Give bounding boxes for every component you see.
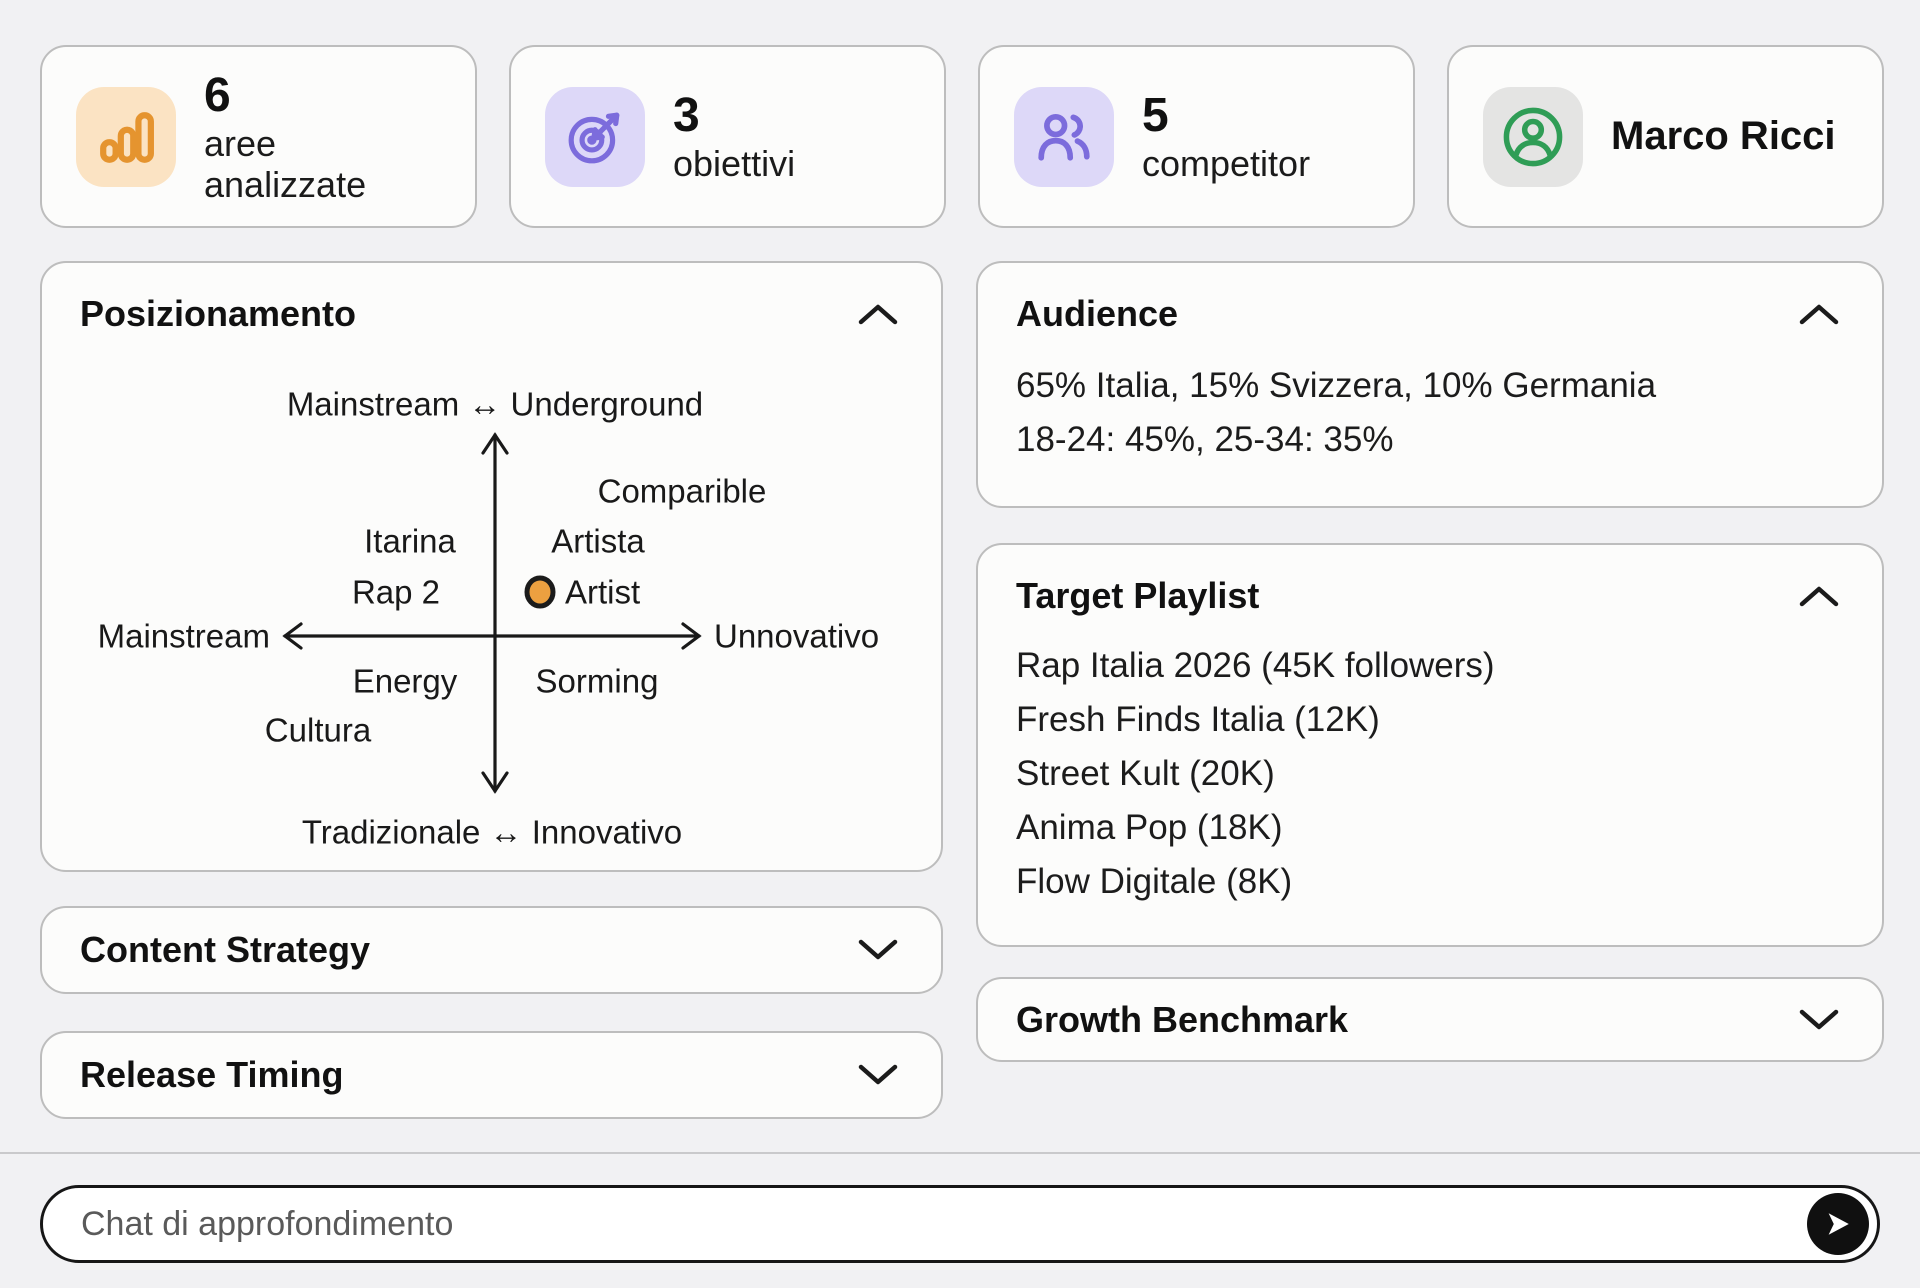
release-timing-header[interactable]: Release Timing	[42, 1033, 941, 1117]
stat-label: obiettivi	[673, 143, 796, 185]
card-title: Content Strategy	[80, 929, 371, 970]
chevron-up-icon[interactable]	[857, 302, 899, 326]
stat-row: 6 aree analizzate 3 obiettivi	[40, 45, 1884, 228]
send-icon	[1828, 1213, 1849, 1235]
stat-card-artist-name: Marco Ricci	[1447, 45, 1884, 228]
playlist-item: Rap Italia 2026 (45K followers)	[1016, 646, 1495, 685]
stat-label: competitor	[1142, 143, 1311, 185]
chevron-up-icon[interactable]	[1798, 584, 1840, 608]
target-playlist-card: Target Playlist Rap Italia 2026 (45K fol…	[976, 543, 1884, 947]
audience-card: Audience 65% Italia, 15% Svizzera, 10% G…	[976, 261, 1884, 508]
audience-demo-line: 18-24: 45%, 25-34: 35%	[1016, 420, 1394, 459]
svg-text:Rap 2: Rap 2	[352, 574, 440, 611]
chevron-down-icon[interactable]	[857, 938, 899, 962]
artist-data-point	[524, 575, 556, 609]
artist-point-label: Artist	[565, 574, 640, 611]
svg-text:Unnovativo: Unnovativo	[714, 618, 879, 655]
release-timing-card: Release Timing	[40, 1031, 943, 1119]
playlist-item: Anima Pop (18K)	[1016, 808, 1283, 847]
stat-card-competitor: 5 competitor	[978, 45, 1415, 228]
positioning-card-header[interactable]: Posizionamento	[42, 263, 941, 335]
positioning-quadrant-chart: Mainstream ↔ Underground Tradizionale ↔ …	[98, 386, 880, 851]
card-title: Audience	[1016, 293, 1179, 334]
svg-text:Sorming: Sorming	[536, 663, 659, 700]
section-divider	[0, 1152, 1920, 1154]
svg-text:Mainstream ↔ Underground: Mainstream ↔ Underground	[287, 386, 703, 423]
card-title: Target Playlist	[1016, 575, 1260, 616]
stat-card-obiettivi: 3 obiettivi	[509, 45, 946, 228]
svg-text:Itarina: Itarina	[364, 523, 456, 560]
svg-text:Mainstream: Mainstream	[98, 618, 270, 655]
card-title: Release Timing	[80, 1054, 344, 1095]
stat-text: 5 competitor	[1142, 88, 1310, 185]
chevron-down-icon[interactable]	[1798, 1008, 1840, 1032]
playlist-item: Street Kult (20K)	[1016, 754, 1275, 793]
stat-text: 3 obiettivi	[673, 88, 795, 185]
user-circle-icon	[1483, 86, 1583, 187]
stat-value: 6	[204, 68, 231, 122]
playlist-item: Fresh Finds Italia (12K)	[1016, 700, 1380, 739]
svg-text:Energy: Energy	[353, 663, 458, 700]
svg-text:Comparible: Comparible	[598, 473, 767, 510]
audience-geo-line: 65% Italia, 15% Svizzera, 10% Germania	[1016, 366, 1657, 405]
growth-benchmark-card: Growth Benchmark	[976, 977, 1884, 1062]
artist-name: Marco Ricci	[1611, 114, 1836, 158]
send-button[interactable]	[1807, 1193, 1869, 1255]
stat-value: 5	[1142, 89, 1169, 143]
card-title: Posizionamento	[80, 293, 357, 334]
stat-label: aree analizzate	[204, 122, 367, 206]
stat-text: 6 aree analizzate	[204, 68, 441, 206]
svg-text:Artista: Artista	[551, 523, 645, 560]
audience-body: 65% Italia, 15% Svizzera, 10% Germania 1…	[978, 335, 1882, 467]
chat-input[interactable]	[81, 1204, 1807, 1244]
chevron-up-icon[interactable]	[1798, 302, 1840, 326]
stat-value: 3	[673, 89, 700, 143]
content-strategy-header[interactable]: Content Strategy	[42, 908, 941, 992]
target-playlist-list: Rap Italia 2026 (45K followers) Fresh Fi…	[978, 617, 1882, 909]
card-title: Growth Benchmark	[1016, 998, 1349, 1040]
svg-text:Cultura: Cultura	[265, 712, 372, 749]
chat-bar	[40, 1185, 1880, 1263]
content-strategy-card: Content Strategy	[40, 906, 943, 994]
playlist-item: Flow Digitale (8K)	[1016, 862, 1293, 901]
bar-chart-icon	[76, 86, 176, 187]
users-icon	[1014, 86, 1114, 187]
chevron-down-icon[interactable]	[857, 1063, 899, 1087]
stat-card-aree-analizzate: 6 aree analizzate	[40, 45, 477, 228]
audience-header[interactable]: Audience	[978, 263, 1882, 335]
positioning-card: Posizionamento Mainstream ↔ Underground …	[40, 261, 943, 872]
growth-benchmark-header[interactable]: Growth Benchmark	[978, 979, 1882, 1060]
target-icon	[545, 86, 645, 187]
svg-text:Tradizionale ↔ Innovativo: Tradizionale ↔ Innovativo	[302, 814, 682, 851]
target-playlist-header[interactable]: Target Playlist	[978, 545, 1882, 617]
